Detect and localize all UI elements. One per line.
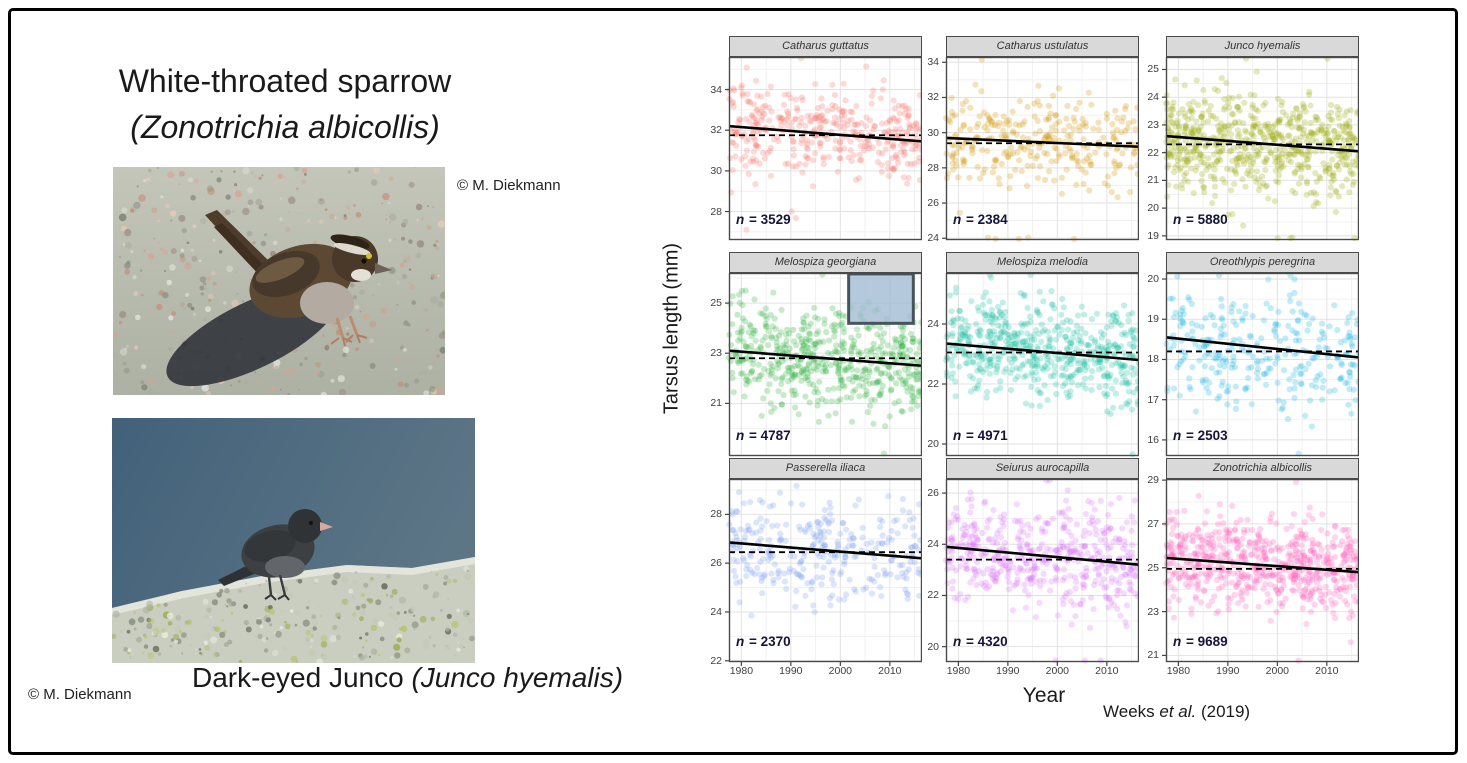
y-tick-labels: 16 17 18 19 20 (1147, 273, 1159, 446)
citation-etal: et al. (1159, 702, 1197, 721)
photo-credit-top: © M. Diekmann (457, 177, 561, 194)
scatter-plot (725, 57, 922, 241)
panel-melospiza-georgiana: Melospiza georgiana 21 23 25 n = 4787 (705, 252, 926, 476)
junco-bird (218, 509, 333, 601)
citation-year: (2019) (1196, 702, 1251, 721)
sparrow-bird (205, 210, 392, 347)
panel-seiurus-aurocapilla: Seiurus aurocapilla 20 22 24 26 n = 4320 19… (922, 458, 1143, 682)
sample-size-label: n = 2503 (1173, 428, 1228, 443)
y-tick-labels: 21 23 25 (710, 297, 722, 410)
sample-size-label: n = 4971 (953, 428, 1008, 443)
panel-catharus-ustulatus: Catharus ustulatus 24 26 28 30 32 34 n = 2384 (922, 36, 1143, 260)
inset-video-box (847, 273, 915, 325)
citation: Weeks et al. (2019) (1103, 702, 1250, 722)
sparrow-photo (113, 167, 445, 395)
caption-dark-eyed-junco: Dark-eyed Junco (Junco hyemalis) (192, 662, 623, 694)
heading-white-throated-sparrow: White-throated sparrow (Zonotrichia albi… (85, 58, 485, 150)
panel-title: Oreothlypis peregrina (1166, 252, 1359, 273)
x-tick-labels: 1980 1990 2000 2010 (729, 665, 902, 677)
scatter-plot (725, 479, 922, 666)
panel-grid: Catharus guttatus 28 30 32 34 n = 3529 Cath… (700, 36, 1400, 696)
y-tick-labels: 28 30 32 34 (710, 83, 722, 218)
y-tick-labels: 20 22 24 (927, 318, 939, 450)
sample-size-label: n = 5880 (1173, 212, 1228, 227)
caption-common-name: Dark-eyed Junco (192, 662, 412, 693)
panel-title: Melospiza melodia (946, 252, 1139, 273)
panel-title: Seiurus aurocapilla (946, 458, 1139, 479)
panel-zonotrichia-albicollis: Zonotrichia albicollis 21 23 25 27 29 n = 96… (1142, 458, 1363, 682)
scatter-plot (1162, 273, 1359, 457)
rock-edge-highlight (112, 557, 475, 615)
figure-small-multiples: Tarsus length (mm) Catharus guttatus 28 3… (661, 36, 1400, 736)
x-tick-labels: 1980 1990 2000 2010 (1166, 665, 1339, 677)
citation-authors: Weeks (1103, 702, 1160, 721)
sample-size-label: n = 9689 (1173, 634, 1228, 649)
scatter-plot (1162, 57, 1359, 242)
sample-size-label: n = 4787 (736, 428, 791, 443)
panel-title: Passerella iliaca (729, 458, 922, 479)
sample-size-label: n = 2370 (736, 634, 791, 649)
y-axis-label: Tarsus length (mm) (660, 242, 683, 415)
y-tick-labels: 24 26 28 30 32 34 (927, 56, 939, 245)
panel-title: Junco hyemalis (1166, 36, 1359, 57)
panel-title: Zonotrichia albicollis (1166, 458, 1359, 479)
y-tick-labels: 21 23 25 27 29 (1147, 474, 1159, 662)
panel-title: Melospiza georgiana (729, 252, 922, 273)
x-tick-labels: 1980 1990 2000 2010 (946, 665, 1119, 677)
caption-species-name: (Junco hyemalis) (411, 662, 624, 693)
y-tick-labels: 20 22 24 26 (927, 487, 939, 653)
y-tick-labels: 19 20 21 22 23 24 25 (1147, 63, 1159, 242)
junco-photo (112, 418, 475, 663)
panel-title: Catharus guttatus (729, 36, 922, 57)
panel-oreothlypis-peregrina: Oreothlypis peregrina 16 17 18 19 20 n = 250… (1142, 252, 1363, 476)
sample-size-label: n = 4320 (953, 634, 1008, 649)
scatter-plot (942, 479, 1139, 666)
heading-common-name: White-throated sparrow (118, 63, 452, 99)
scatter-plot (725, 273, 922, 457)
panel-melospiza-melodia: Melospiza melodia 20 22 24 n = 4971 (922, 252, 1143, 476)
photo-credit-bottom: © M. Diekmann (28, 686, 132, 703)
panel-junco-hyemalis: Junco hyemalis 19 20 21 22 23 24 25 n = 5880 (1142, 36, 1363, 260)
heading-species-name: (Zonotrichia albicollis) (130, 109, 440, 145)
x-axis-label: Year (1022, 684, 1066, 707)
y-tick-labels: 22 24 26 28 (710, 508, 722, 667)
sample-size-label: n = 3529 (736, 212, 791, 227)
scatter-plot (942, 57, 1139, 242)
panel-catharus-guttatus: Catharus guttatus 28 30 32 34 n = 3529 (705, 36, 926, 260)
lichen-speckles (112, 565, 475, 663)
scatter-plot (942, 273, 1139, 458)
panel-title: Catharus ustulatus (946, 36, 1139, 57)
scatter-plot (1162, 479, 1359, 666)
sample-size-label: n = 2384 (953, 212, 1008, 227)
panel-passerella-iliaca: Passerella iliaca 22 24 26 28 n = 2370 1980… (705, 458, 926, 682)
